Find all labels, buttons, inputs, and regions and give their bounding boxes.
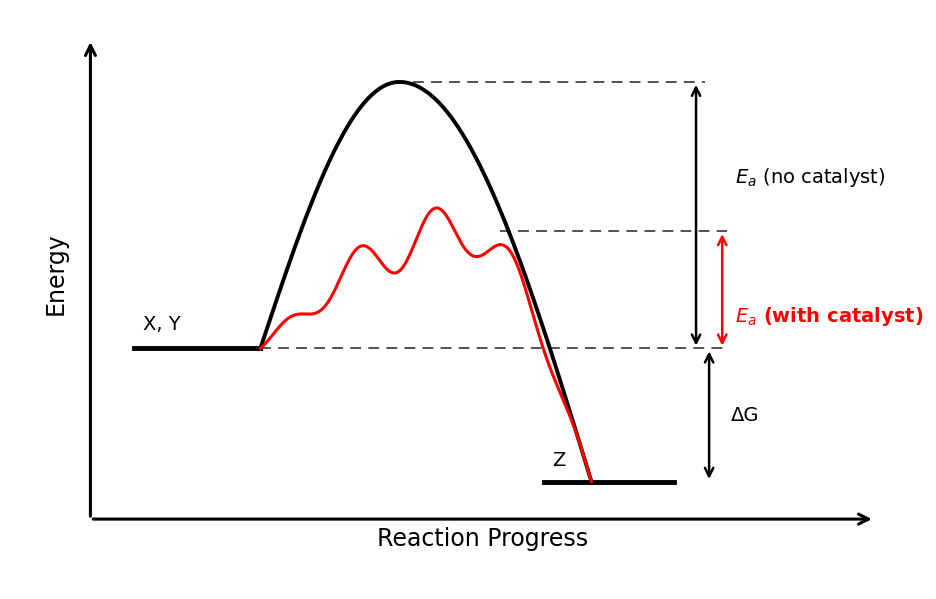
Text: X, Y: X, Y: [142, 315, 180, 334]
Text: Energy: Energy: [43, 232, 67, 315]
Text: ΔG: ΔG: [730, 406, 758, 425]
Text: Z: Z: [551, 451, 565, 470]
Text: $E_a$ (no catalyst): $E_a$ (no catalyst): [735, 167, 885, 189]
Text: Reaction Progress: Reaction Progress: [376, 527, 588, 551]
Text: $E_a$ (with catalyst): $E_a$ (with catalyst): [735, 305, 923, 328]
